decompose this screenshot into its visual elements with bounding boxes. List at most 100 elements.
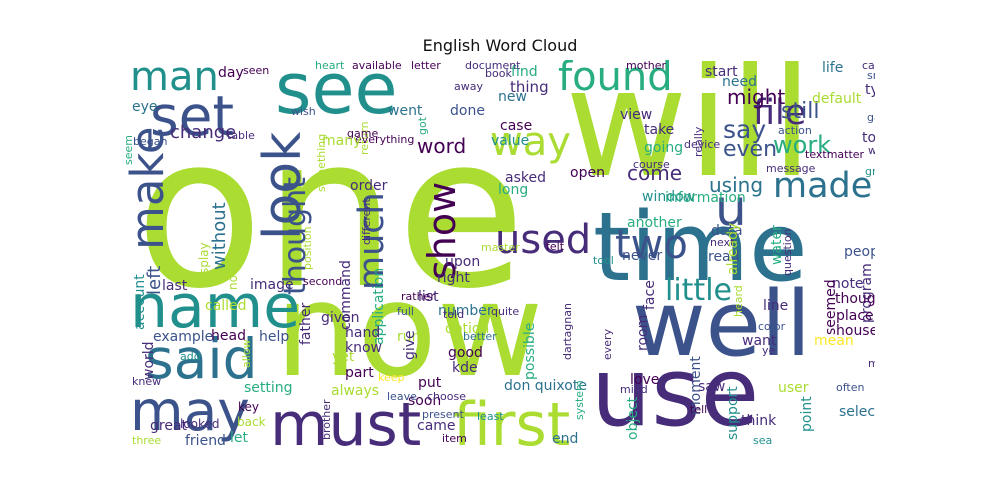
word-letter: letter (411, 60, 441, 72)
word-seemed: seemed (823, 279, 839, 335)
word-house: house (836, 323, 875, 339)
word-mother: mother (626, 60, 666, 72)
word-read: read (708, 249, 740, 265)
word-image: image (250, 277, 294, 293)
word-told: told (443, 308, 464, 321)
word-work: work (773, 131, 831, 159)
word-long: long (498, 182, 528, 198)
word-display: display (197, 242, 211, 285)
word-order: order (350, 178, 388, 194)
word-left: left (144, 266, 165, 295)
word-seen: seen (243, 64, 269, 77)
word-select: select (839, 404, 875, 420)
word-set: set (150, 84, 234, 148)
word-away: away (454, 80, 483, 93)
word-position: position (301, 226, 314, 270)
word-present: present (422, 408, 465, 421)
word-command: command (338, 260, 354, 330)
word-already: already (725, 223, 741, 275)
word-felt: felt (546, 240, 565, 253)
word-well: well (632, 272, 811, 377)
word-yet: yet (332, 349, 355, 365)
word-mind: mind (620, 383, 648, 396)
word-choose: choose (427, 390, 466, 403)
word-time: time (593, 193, 808, 303)
word-value: value (491, 133, 529, 149)
word-found: found (558, 60, 673, 100)
word-call: call (862, 60, 875, 72)
word-people: people (844, 244, 875, 260)
word-textmatter: textmatter (805, 148, 865, 161)
word-seem: seem (125, 135, 135, 165)
word-heart: heart (315, 60, 345, 72)
word-nothing: nothing (226, 244, 240, 290)
word-without: without (209, 202, 230, 270)
word-thought: thought (278, 177, 313, 295)
word-account: account (132, 274, 148, 330)
word-every: every (601, 328, 614, 360)
word-program: program (859, 263, 875, 323)
word-going: going (644, 140, 683, 156)
word-look: look (253, 132, 313, 240)
word-need: need (722, 74, 757, 90)
word-type: type (865, 82, 875, 98)
word-leave: leave (387, 390, 417, 403)
word-sea: sea (753, 434, 772, 447)
word-setting: setting (244, 380, 293, 396)
word-day: day (218, 65, 244, 81)
word-last: last (162, 278, 188, 294)
word-face: face (642, 280, 658, 310)
word-different: different (360, 198, 373, 245)
word-full: full (397, 305, 414, 318)
word-better: better (463, 330, 497, 343)
word-group: group (865, 165, 875, 178)
word-upon: upon (445, 254, 480, 270)
word-color: color (758, 320, 786, 333)
word-give: give (402, 330, 418, 360)
word-default: default (812, 91, 862, 107)
word-head: head (211, 328, 246, 344)
word-start: start (705, 64, 738, 80)
word-knew: knew (132, 375, 161, 388)
word-water: water (769, 225, 785, 265)
word-game: game (347, 127, 378, 140)
word-always: always (331, 383, 379, 399)
word-find: find (511, 64, 538, 80)
word-document: document (465, 60, 521, 72)
word-move: move (868, 357, 875, 370)
word-wish: wish (291, 105, 316, 118)
word-went: went (388, 103, 423, 119)
word-rather: rather (401, 290, 435, 303)
word-took: took (862, 130, 875, 146)
word-man: man (130, 60, 219, 100)
word-love: love (630, 372, 659, 388)
word-know: know (345, 340, 382, 356)
word-take: take (644, 122, 674, 138)
word-let: let (230, 430, 249, 446)
word-given: given (321, 310, 360, 326)
word-say: say (723, 115, 766, 144)
word-made: made (773, 166, 872, 206)
word-even: even (723, 137, 777, 162)
word-room: room (635, 315, 651, 351)
word-master: master (481, 241, 520, 254)
word-often: often (836, 381, 864, 394)
word-number: number (438, 303, 493, 319)
word-brother: brother (320, 399, 333, 440)
word-come: come (627, 161, 682, 185)
word-help: help (259, 329, 289, 345)
word-now: now (275, 254, 543, 406)
word-action: action (778, 124, 812, 137)
word-really: really (692, 126, 705, 157)
word-way: way (490, 119, 571, 165)
word-gave: gave (867, 111, 875, 124)
word-eye: eye (132, 99, 158, 115)
chart-title: English Word Cloud (422, 36, 578, 55)
word-u: u (715, 179, 747, 237)
word-name: name (130, 272, 300, 342)
word-part: part (345, 365, 374, 381)
word-least: least (477, 410, 504, 423)
word-dartagnan: dartagnan (561, 303, 574, 360)
word-moment: moment (688, 356, 704, 415)
